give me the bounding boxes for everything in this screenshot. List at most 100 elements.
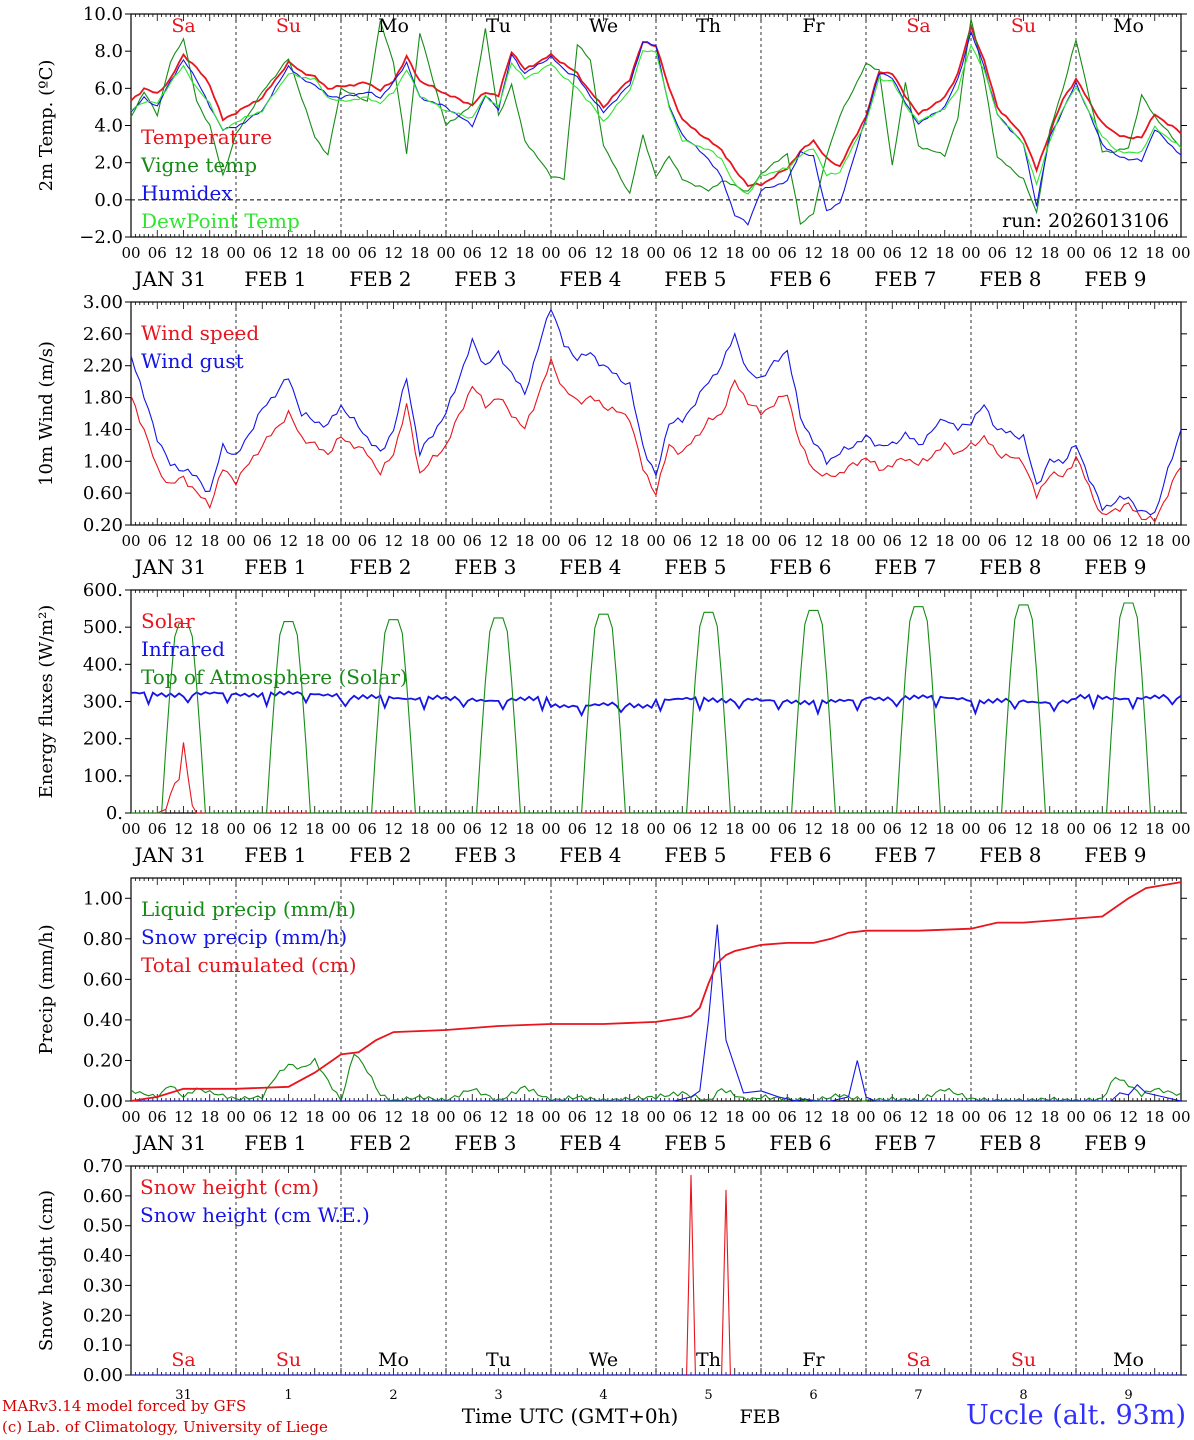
precip-legend-0: Liquid precip (mm/h) bbox=[141, 897, 356, 921]
date-label: FEB 9 bbox=[1084, 267, 1146, 291]
hour-label: 00 bbox=[436, 532, 455, 550]
energy-legend-1: Infrared bbox=[141, 637, 225, 661]
hour-label: 18 bbox=[620, 244, 639, 262]
weekday-label: Sa bbox=[906, 1349, 930, 1371]
hour-label: 18 bbox=[515, 532, 534, 550]
date-label: JAN 31 bbox=[132, 843, 206, 867]
snow-panel bbox=[125, 1165, 1187, 1376]
hour-label: 00 bbox=[1171, 244, 1190, 262]
hour-label: 06 bbox=[463, 1108, 482, 1126]
energy-panel bbox=[125, 589, 1187, 814]
hour-label: 18 bbox=[200, 244, 219, 262]
hour-label: 18 bbox=[935, 1108, 954, 1126]
snow-legend-0: Snow height (cm) bbox=[140, 1175, 319, 1199]
date-label: FEB 2 bbox=[349, 555, 411, 579]
date-label: FEB 7 bbox=[874, 555, 936, 579]
wind-legend-0: Wind speed bbox=[141, 321, 259, 345]
hour-label: 06 bbox=[463, 244, 482, 262]
snow-ytick-label: 0.10 bbox=[83, 1335, 123, 1356]
wind-series-wind-speed bbox=[130, 356, 1182, 523]
hour-label: 00 bbox=[646, 820, 665, 838]
hour-label: 06 bbox=[778, 1108, 797, 1126]
snow-ytick-label: 0.70 bbox=[83, 1156, 123, 1177]
energy-ytick-label: 300. bbox=[83, 692, 123, 713]
date-label: FEB 5 bbox=[664, 843, 726, 867]
hour-label: 00 bbox=[751, 244, 770, 262]
hour-label: 18 bbox=[935, 532, 954, 550]
hour-label: 00 bbox=[226, 244, 245, 262]
hour-label: 18 bbox=[410, 1108, 429, 1126]
hour-label: 06 bbox=[463, 820, 482, 838]
hour-label: 12 bbox=[384, 244, 403, 262]
energy-ytick-label: 100. bbox=[83, 766, 123, 787]
hour-label: 12 bbox=[699, 1108, 718, 1126]
weekday-label: Mo bbox=[1113, 15, 1144, 37]
hour-label: 18 bbox=[305, 820, 324, 838]
hour-label: 06 bbox=[568, 820, 587, 838]
snow-ytick-label: 0.60 bbox=[83, 1186, 123, 1207]
precip-ytick-label: 0.20 bbox=[83, 1050, 123, 1071]
hour-label: 06 bbox=[673, 1108, 692, 1126]
snow-ytick-label: 0.00 bbox=[83, 1365, 123, 1386]
hour-label: 18 bbox=[725, 820, 744, 838]
hour-label: 12 bbox=[174, 820, 193, 838]
hour-label: 00 bbox=[646, 532, 665, 550]
date-label: FEB 9 bbox=[1084, 555, 1146, 579]
hour-label: 06 bbox=[148, 820, 167, 838]
hour-label: 12 bbox=[279, 820, 298, 838]
day-number: 3 bbox=[494, 1388, 502, 1403]
temperature-series-vigne-temp bbox=[130, 18, 1182, 226]
hour-label: 00 bbox=[121, 532, 140, 550]
hour-label: 00 bbox=[541, 244, 560, 262]
hour-label: 00 bbox=[541, 532, 560, 550]
hour-label: 12 bbox=[1119, 1108, 1138, 1126]
hour-label: 06 bbox=[883, 820, 902, 838]
energy-ytick-label: 500. bbox=[83, 617, 123, 638]
hour-label: 00 bbox=[226, 820, 245, 838]
hour-label: 06 bbox=[883, 244, 902, 262]
date-label: FEB 5 bbox=[664, 1131, 726, 1155]
hour-label: 06 bbox=[988, 1108, 1007, 1126]
snow-legend-1: Snow height (cm W.E.) bbox=[140, 1203, 370, 1227]
hour-label: 06 bbox=[673, 532, 692, 550]
hour-label: 06 bbox=[568, 1108, 587, 1126]
hour-label: 18 bbox=[935, 244, 954, 262]
hour-label: 06 bbox=[253, 532, 272, 550]
date-label: JAN 31 bbox=[132, 1131, 206, 1155]
hour-label: 18 bbox=[1145, 1108, 1164, 1126]
temperature-run-label: run: 2026013106 bbox=[1002, 210, 1169, 232]
hour-label: 06 bbox=[253, 820, 272, 838]
temperature-legend-3: DewPoint Temp bbox=[141, 209, 300, 233]
date-label: FEB 8 bbox=[979, 1131, 1041, 1155]
hour-label: 00 bbox=[646, 244, 665, 262]
lab-credit: (c) Lab. of Climatology, University of L… bbox=[2, 1418, 328, 1436]
hour-label: 12 bbox=[699, 820, 718, 838]
temperature-ytick-label: 6.0 bbox=[94, 78, 123, 99]
hour-label: 12 bbox=[699, 244, 718, 262]
hour-label: 06 bbox=[778, 244, 797, 262]
hour-label: 18 bbox=[200, 1108, 219, 1126]
hour-label: 00 bbox=[646, 1108, 665, 1126]
date-label: FEB 6 bbox=[769, 843, 831, 867]
hour-label: 00 bbox=[856, 244, 875, 262]
snow-ylabel: Snow height (cm) bbox=[36, 1190, 57, 1351]
weekday-label: Tu bbox=[486, 15, 511, 37]
date-label: FEB 1 bbox=[244, 1131, 306, 1155]
energy-legend-2: Top of Atmosphere (Solar) bbox=[141, 665, 408, 689]
wind-ytick-label: 1.40 bbox=[83, 419, 123, 440]
hour-label: 18 bbox=[725, 532, 744, 550]
date-label: FEB 9 bbox=[1084, 843, 1146, 867]
temperature-legend-1: Vigne temp bbox=[140, 153, 257, 177]
day-number: 1 bbox=[284, 1388, 292, 1403]
date-label: FEB 3 bbox=[454, 843, 516, 867]
snow-ytick-label: 0.20 bbox=[83, 1305, 123, 1326]
hour-label: 00 bbox=[1066, 1108, 1085, 1126]
temperature-series-humidex bbox=[130, 29, 1182, 226]
precip-ytick-label: 1.00 bbox=[83, 888, 123, 909]
date-label: FEB 2 bbox=[349, 1131, 411, 1155]
hour-label: 06 bbox=[148, 532, 167, 550]
hour-label: 06 bbox=[253, 244, 272, 262]
hour-label: 18 bbox=[725, 1108, 744, 1126]
hour-label: 06 bbox=[883, 1108, 902, 1126]
